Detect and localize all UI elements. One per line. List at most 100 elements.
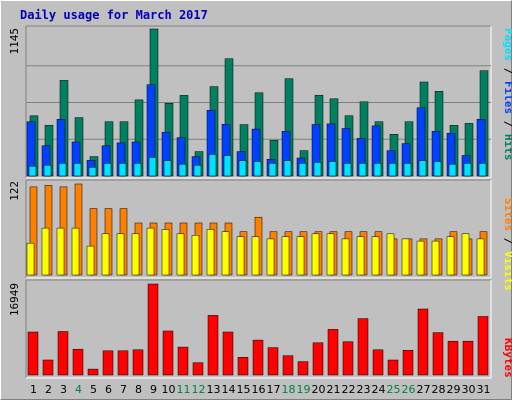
day-label: 14 [222, 383, 236, 396]
day-label: 9 [150, 383, 157, 396]
kbytes-bar [72, 348, 84, 376]
kbytes-bar [402, 350, 414, 376]
day-label: 29 [447, 383, 461, 396]
kbytes-bar [477, 316, 489, 376]
pages-bar [178, 163, 187, 177]
visits-bar [191, 235, 200, 276]
kbytes-bar [102, 350, 114, 376]
kbytes-bar [432, 332, 444, 376]
kbytes-bar [57, 331, 69, 376]
pages-bar [28, 165, 37, 177]
day-labels: 1 2 3 4 5 6 7 8 9 10 11 12 13 14 15 16 17 18 19 20 21 22 23 24 2… [30, 383, 491, 396]
kbytes-bar [462, 340, 474, 376]
pages-bar [388, 163, 397, 177]
kbytes-max-label: 16949 [8, 283, 21, 316]
kbytes-bar [162, 330, 174, 376]
kbytes-bar [372, 349, 384, 376]
day-label: 26 [402, 383, 416, 396]
legend-separator: / [502, 114, 512, 134]
day-label: 11 [177, 383, 191, 396]
day-label: 17 [267, 383, 281, 396]
kbytes-bar [297, 361, 309, 376]
kbytes-bar [117, 350, 129, 376]
visits-bar [221, 231, 230, 276]
pages-bar [163, 160, 172, 177]
day-label: 23 [357, 383, 371, 396]
pages-bar [223, 155, 232, 177]
day-label: 19 [297, 383, 311, 396]
day-label: 8 [135, 383, 142, 396]
visits-bar [476, 238, 485, 276]
kbytes-bar [237, 357, 249, 376]
visits-bar [446, 236, 455, 276]
visits-sites-panel: 122 Sites / Visits [8, 179, 512, 291]
kbytes-bar [192, 362, 204, 376]
day-label: 13 [207, 383, 221, 396]
kbytes-bar [207, 315, 219, 376]
hits-max-label: 1145 [8, 28, 21, 55]
kbytes-bar [357, 318, 369, 376]
day-label: 16 [252, 383, 266, 396]
visits-bar [41, 227, 50, 276]
chart-title: Daily usage for March 2017 [20, 8, 208, 22]
pages-bar [418, 160, 427, 177]
visits-bar [86, 245, 95, 276]
day-label: 2 [45, 383, 52, 396]
kbytes-bar [417, 308, 429, 376]
pages-bar [193, 164, 202, 177]
hits-legend: Pages / Files / Hits [502, 28, 512, 161]
pages-bar [403, 163, 412, 177]
day-label: 12 [192, 383, 206, 396]
day-label: 20 [312, 383, 326, 396]
visits-bar [146, 227, 155, 276]
visits-bar [236, 236, 245, 276]
day-label: 5 [90, 383, 97, 396]
pages-bar [343, 163, 352, 177]
kbytes-bar [447, 340, 459, 376]
legend-separator: / [502, 61, 512, 81]
kbytes-bar [342, 341, 354, 376]
visits-bar [431, 240, 440, 276]
kbytes-legend: KBytes [502, 338, 512, 378]
visits-bar [56, 227, 65, 276]
day-label: 3 [60, 383, 67, 396]
day-label: 28 [432, 383, 446, 396]
kbytes-bar [387, 359, 399, 376]
pages-bar [328, 161, 337, 177]
pages-bar [463, 163, 472, 177]
pages-bar [43, 164, 52, 177]
pages-bar [103, 163, 112, 177]
kbytes-panel: 16949 KBytes [8, 279, 512, 379]
pages-bar [58, 163, 67, 177]
kbytes-bar [327, 329, 339, 376]
kbytes-bar [27, 331, 39, 376]
visits-bar [371, 236, 380, 276]
kbytes-bar [282, 355, 294, 376]
day-label: 6 [105, 383, 112, 396]
day-label: 18 [282, 383, 296, 396]
visits-bar [296, 236, 305, 276]
kbytes-bar [252, 339, 264, 376]
pages-bar [118, 163, 127, 177]
visits-bar [71, 227, 80, 276]
pages-bar [358, 163, 367, 177]
day-label: 15 [237, 383, 251, 396]
legend-pages: Pages [502, 28, 512, 61]
day-label: 21 [327, 383, 341, 396]
pages-bar [373, 163, 382, 177]
pages-bar [298, 163, 307, 177]
kbytes-bar [177, 346, 189, 376]
pages-bar [448, 163, 457, 177]
hits-files-pages-panel: 1145 Pages / Files / Hits [8, 25, 512, 179]
visits-bar [116, 233, 125, 276]
day-label: 4 [75, 383, 82, 396]
day-label: 10 [162, 383, 176, 396]
visits-bar [101, 233, 110, 276]
pages-bar [268, 163, 277, 177]
visits-bar [341, 238, 350, 276]
pages-bar [253, 161, 262, 177]
legend-kbytes: KBytes [502, 338, 512, 378]
day-label: 22 [342, 383, 356, 396]
pages-bar [133, 163, 142, 177]
